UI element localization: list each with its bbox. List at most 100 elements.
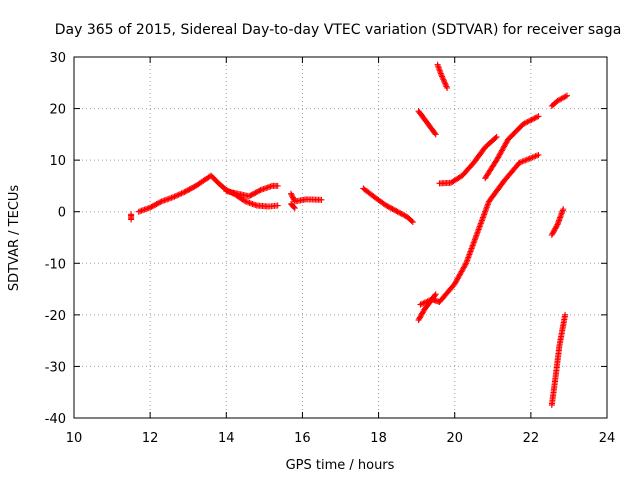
data-point [318, 196, 325, 203]
data-point [290, 204, 297, 211]
data-point [418, 300, 425, 307]
data-point [418, 311, 425, 318]
data-point [440, 77, 447, 84]
data-point [525, 118, 532, 125]
data-point [175, 191, 182, 198]
data-point [241, 197, 248, 204]
series-arc-5 [288, 190, 325, 205]
data-point [424, 298, 431, 305]
y-tick-label: 0 [58, 206, 66, 221]
data-point [442, 80, 449, 87]
data-point [171, 193, 178, 200]
data-point [562, 311, 569, 318]
data-point [550, 229, 557, 236]
x-axis-label: GPS time / hours [286, 458, 395, 473]
data-point [531, 115, 538, 122]
data-point [431, 130, 438, 137]
axis-ticks: 10 12 14 16 18 20 22 24 30 20 10 0 -10 -20 -30 -40 [45, 51, 616, 446]
data-point [289, 194, 296, 201]
chart-title: Day 365 of 2015, Sidereal Day-to-day VTE… [55, 22, 622, 38]
data-point [552, 225, 559, 232]
data-point [444, 84, 451, 91]
x-tick-label: 22 [523, 431, 540, 446]
data-point [439, 73, 446, 80]
series-arc-16 [548, 311, 569, 409]
data-point [492, 134, 499, 141]
data-point [169, 194, 176, 201]
data-point [549, 230, 556, 237]
data-point [416, 314, 423, 321]
data-point [440, 76, 447, 83]
data-point [177, 191, 184, 198]
series-arc-9 [434, 61, 451, 91]
series-arc-15 [548, 206, 567, 238]
data-point [523, 119, 530, 126]
data-point [179, 189, 186, 196]
data-point [551, 226, 558, 233]
data-point [274, 202, 281, 209]
plot-frame [73, 56, 608, 419]
data-point [442, 82, 449, 89]
data-point [534, 114, 541, 121]
series-arc-4 [230, 190, 281, 210]
data-point [524, 118, 531, 125]
x-tick-label: 14 [218, 431, 235, 446]
data-point [521, 120, 528, 127]
data-point [409, 219, 416, 226]
data-point [564, 92, 571, 99]
series-arc-6 [288, 200, 298, 212]
y-tick-label: 30 [49, 51, 66, 66]
x-tick-label: 10 [66, 431, 83, 446]
series-arc-11 [436, 133, 500, 187]
x-tick-label: 20 [446, 431, 463, 446]
y-tick-label: -30 [45, 360, 66, 375]
x-tick-label: 24 [599, 431, 616, 446]
data-point [178, 190, 185, 197]
data-point [560, 206, 567, 213]
data-point [172, 192, 179, 199]
y-tick-label: -20 [45, 309, 66, 324]
data-point [423, 298, 430, 305]
data-point [408, 217, 415, 224]
data-point [548, 231, 555, 238]
data-point [274, 182, 281, 189]
y-axis-label: SDTVAR / TECUs [7, 185, 22, 292]
data-point [415, 317, 422, 324]
data-point [174, 192, 181, 199]
data-point [493, 133, 500, 140]
series-arc-8 [415, 108, 439, 138]
data-point [288, 190, 295, 197]
data-point [520, 121, 527, 128]
data-point [393, 208, 400, 215]
data-point [421, 299, 428, 306]
data-points [128, 61, 571, 409]
series-arc-13 [417, 151, 542, 308]
data-point [439, 74, 446, 81]
series-arc-3 [223, 182, 281, 200]
series-arc-1 [128, 211, 135, 223]
data-point [550, 228, 557, 235]
data-point [157, 199, 164, 206]
y-tick-label: 20 [49, 103, 66, 118]
y-tick-label: -40 [45, 412, 66, 427]
data-point [417, 313, 424, 320]
data-point [432, 291, 439, 298]
data-point [128, 216, 135, 223]
data-point [289, 193, 296, 200]
data-point [529, 116, 536, 123]
data-point [462, 261, 469, 268]
x-tick-label: 16 [294, 431, 311, 446]
y-tick-label: 10 [49, 154, 66, 169]
data-point [527, 117, 534, 124]
data-point [416, 315, 423, 322]
data-point [438, 72, 445, 79]
data-point [426, 297, 433, 304]
data-point [535, 151, 542, 158]
data-point [419, 309, 426, 316]
data-point [291, 205, 298, 212]
data-point [535, 113, 542, 120]
data-point [419, 310, 426, 317]
data-point [288, 191, 295, 198]
